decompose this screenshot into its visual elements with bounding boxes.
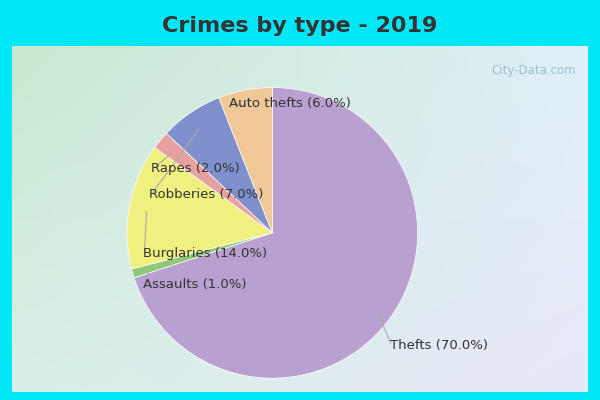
Text: City-Data.com: City-Data.com [491,64,576,77]
Text: Assaults (1.0%): Assaults (1.0%) [143,278,246,291]
Text: Burglaries (14.0%): Burglaries (14.0%) [143,247,266,260]
Text: Crimes by type - 2019: Crimes by type - 2019 [163,16,437,36]
Wedge shape [219,88,272,233]
Text: Thefts (70.0%): Thefts (70.0%) [390,339,488,352]
Wedge shape [127,148,272,269]
Wedge shape [134,88,418,378]
Wedge shape [131,233,272,278]
Text: Robberies (7.0%): Robberies (7.0%) [149,188,264,201]
Wedge shape [166,98,272,233]
Text: Auto thefts (6.0%): Auto thefts (6.0%) [229,96,351,110]
Wedge shape [155,133,272,233]
Text: Rapes (2.0%): Rapes (2.0%) [151,162,240,175]
